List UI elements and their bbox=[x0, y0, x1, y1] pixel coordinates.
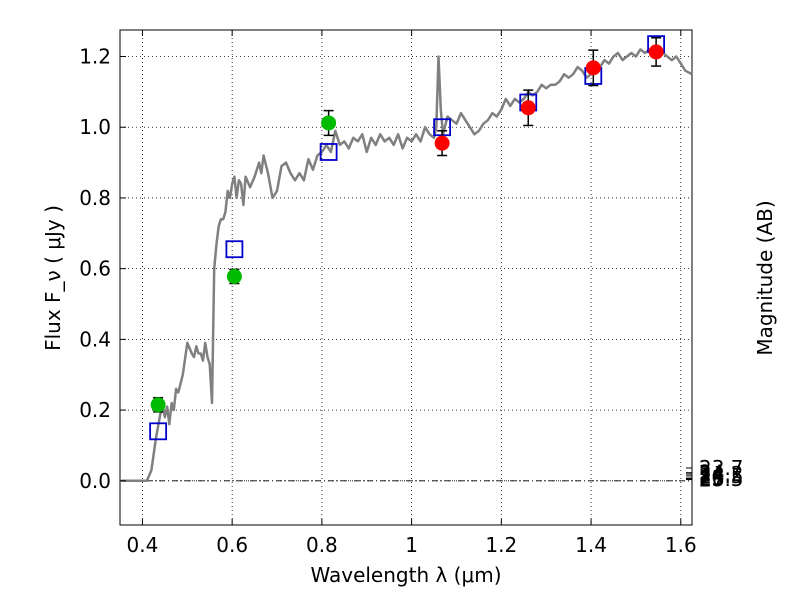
right-tick-label: 24 bbox=[699, 461, 724, 485]
y-tick-label: 0.0 bbox=[79, 469, 111, 493]
green-data-point bbox=[150, 397, 166, 413]
y-tick-label: 0.8 bbox=[79, 186, 111, 210]
right-tick-label: 26 bbox=[699, 467, 724, 491]
grid-layer bbox=[120, 30, 692, 525]
x-tick-label: 0.6 bbox=[216, 533, 248, 557]
model-square bbox=[149, 422, 168, 441]
green-data-point bbox=[226, 268, 242, 284]
right-tick-label: 23.7 bbox=[699, 456, 744, 480]
green-data-point bbox=[321, 115, 337, 131]
y-tick-label: 0.4 bbox=[79, 327, 111, 351]
model-square bbox=[225, 240, 244, 259]
x-tick-label: 1.6 bbox=[665, 533, 697, 557]
x-tick-label: 1 bbox=[405, 533, 418, 557]
x-tick-label: 0.8 bbox=[306, 533, 338, 557]
right-tick-label: 25 bbox=[699, 466, 724, 490]
y-tick-label: 0.2 bbox=[79, 398, 111, 422]
model-square bbox=[319, 143, 338, 161]
right-tick-label: 24.2 bbox=[699, 462, 744, 486]
plot-frame bbox=[119, 29, 693, 526]
right-tick-label: 24.5 bbox=[699, 464, 744, 488]
x-axis-label: Wavelength λ (μm) bbox=[310, 563, 501, 587]
right-tick-label: 27 bbox=[699, 468, 724, 492]
red-data-point bbox=[520, 100, 536, 116]
y-axis-label-right: Magnitude (AB) bbox=[753, 200, 777, 355]
series-layer bbox=[120, 35, 693, 483]
red-data-point bbox=[585, 60, 601, 76]
red-data-point bbox=[434, 135, 450, 151]
y-tick-label: 1.2 bbox=[79, 45, 111, 69]
right-tick-label: 25.5 bbox=[699, 467, 744, 491]
y-axis-label-left: Flux F_ν ( μJy ) bbox=[41, 205, 65, 351]
x-tick-label: 0.4 bbox=[127, 533, 159, 557]
y-tick-label: 0.6 bbox=[79, 257, 111, 281]
x-tick-label: 1.2 bbox=[485, 533, 517, 557]
tick-layer: 0.4 0.6 0.8 1 1.2 1.4 1.6 0.0 0.2 0.4 0.6 0.8 1.0 1.2… bbox=[79, 30, 744, 557]
red-data-point bbox=[648, 44, 664, 60]
y-tick-label: 1.0 bbox=[79, 115, 111, 139]
x-tick-label: 1.4 bbox=[575, 533, 607, 557]
spectrum-line bbox=[120, 48, 693, 483]
